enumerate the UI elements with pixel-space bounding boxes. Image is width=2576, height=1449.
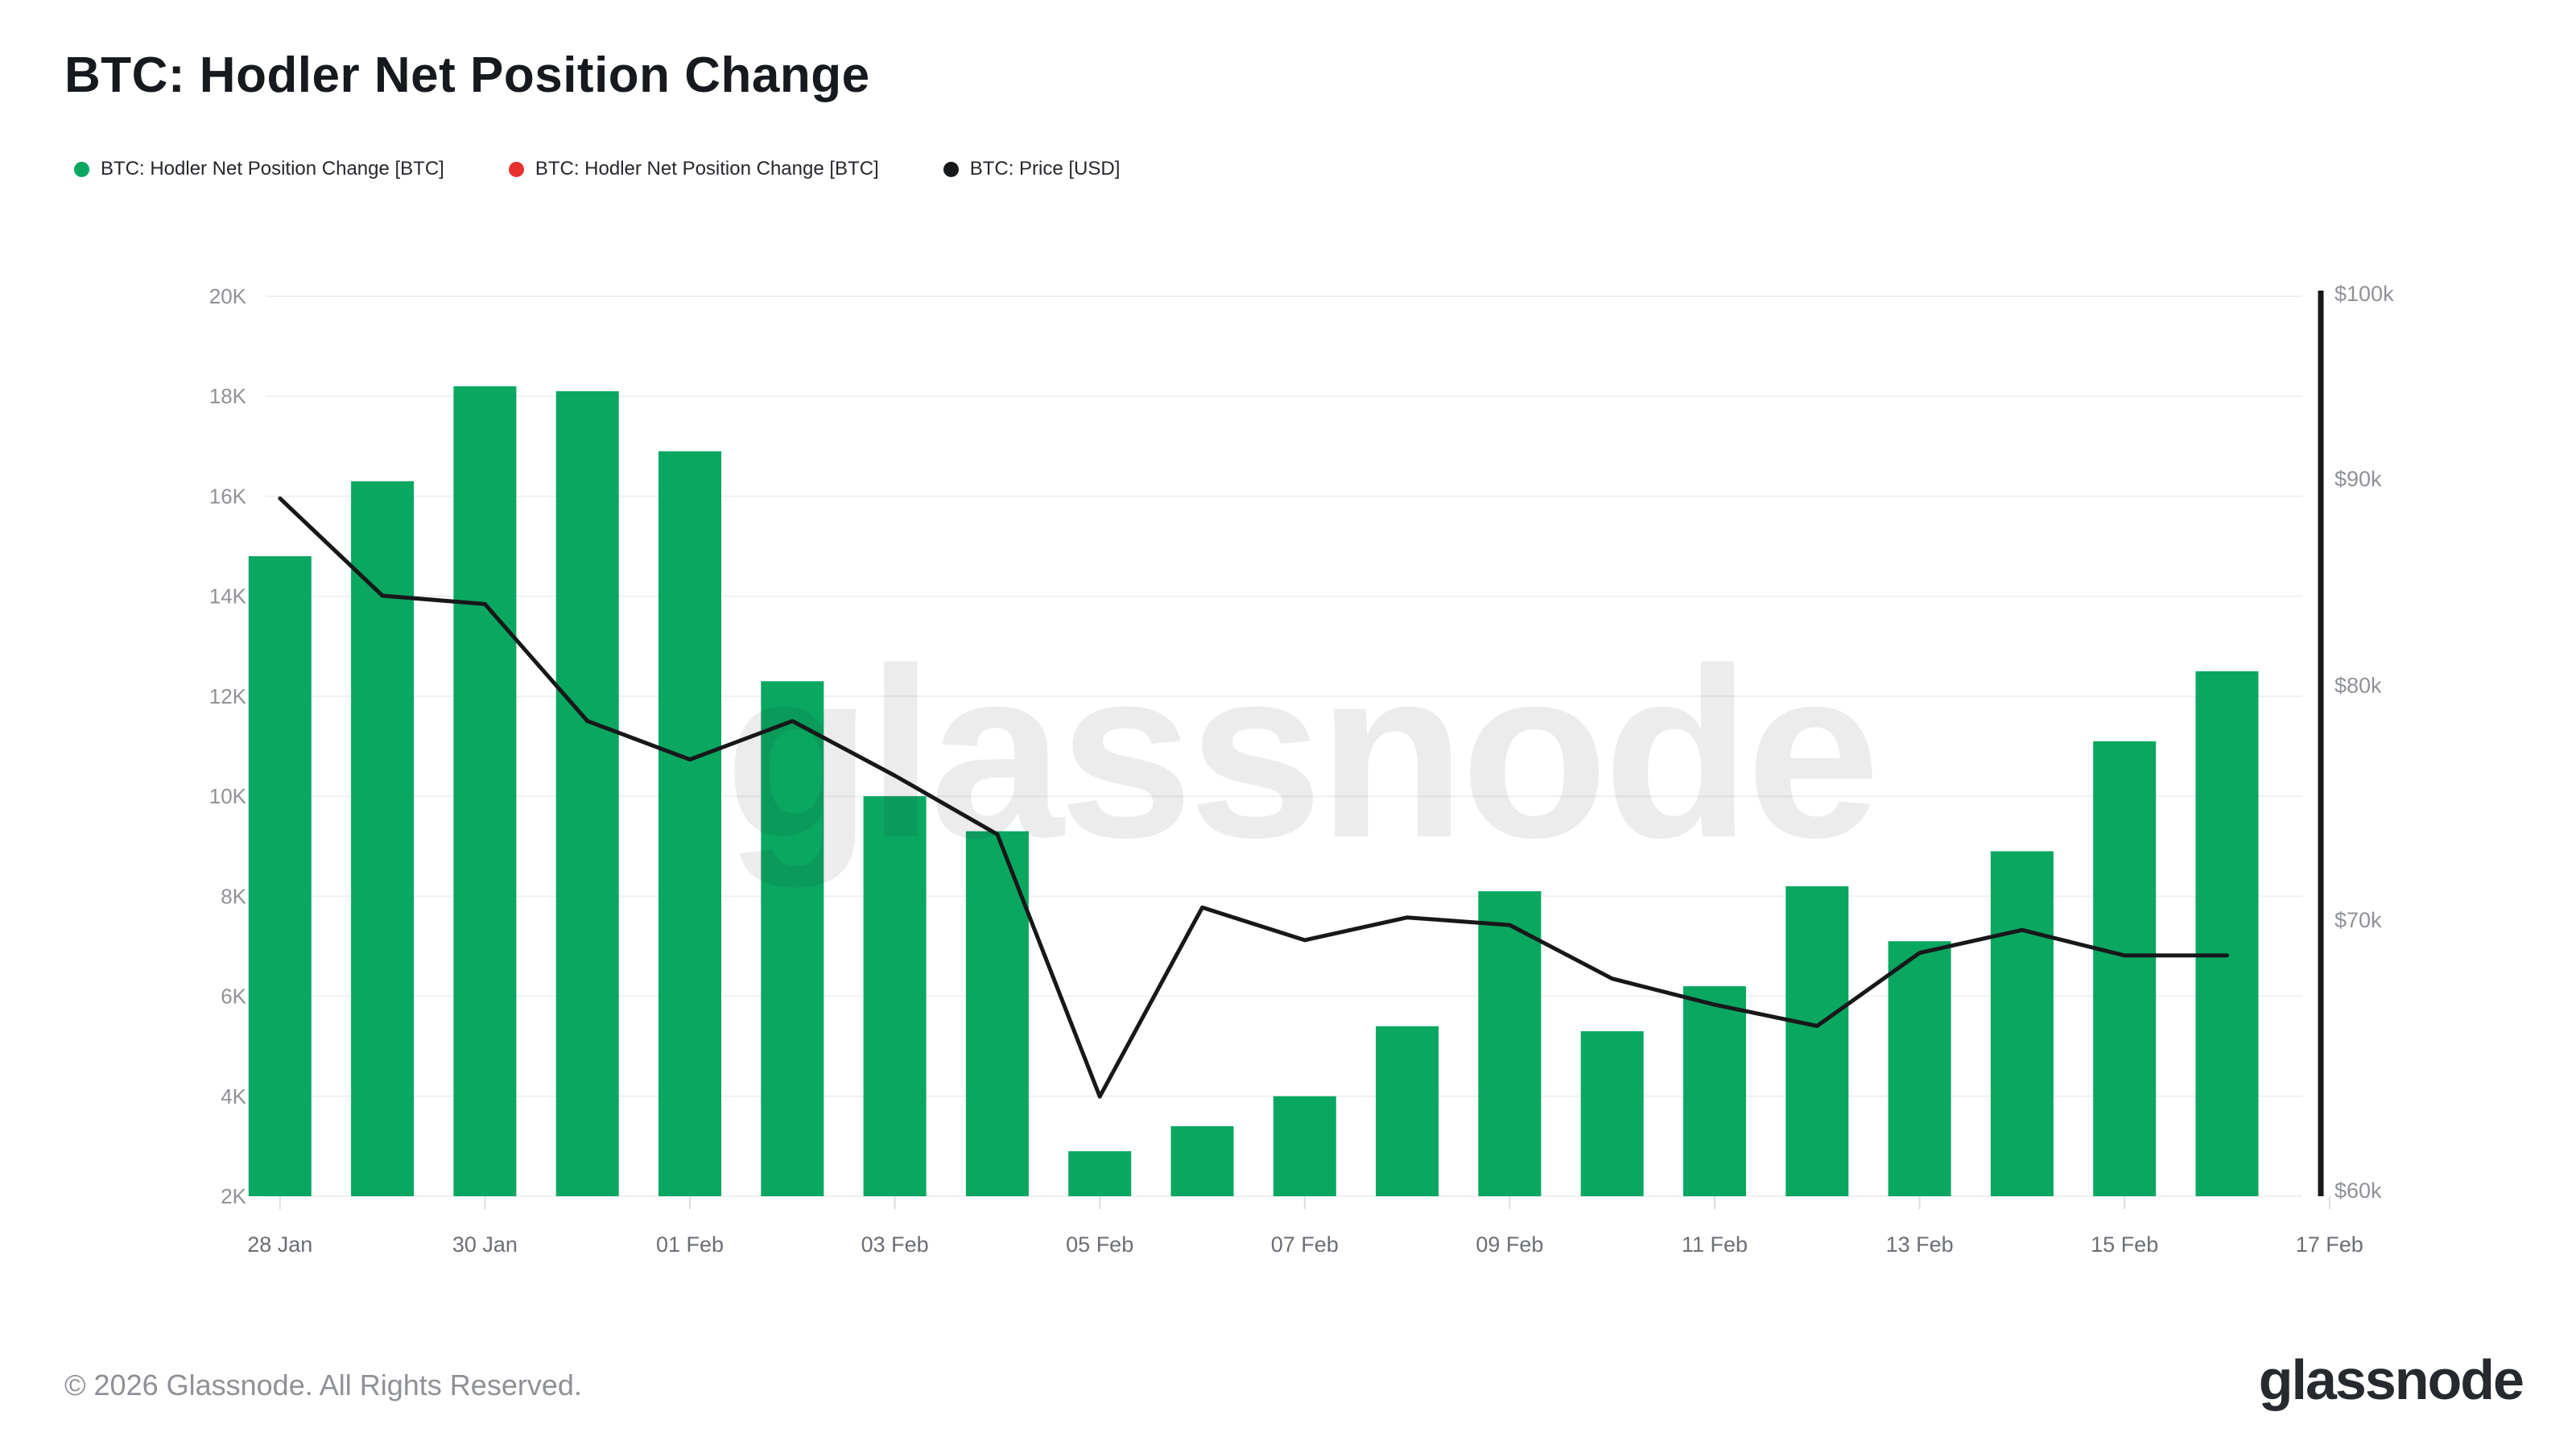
hodler-net-position-bar[interactable] bbox=[1273, 1096, 1336, 1196]
hodler-net-position-bar[interactable] bbox=[248, 555, 312, 1196]
legend-item-price[interactable]: BTC: Price [USD] bbox=[943, 158, 1121, 180]
x-axis-tick-label: 17 Feb bbox=[2296, 1232, 2363, 1257]
price-line bbox=[278, 496, 2229, 1099]
right-axis-tick-label: $100k bbox=[2334, 282, 2394, 306]
left-axis-tick-label: 8K bbox=[221, 884, 246, 908]
hodler-net-position-bar[interactable] bbox=[1376, 1026, 1439, 1196]
legend-item-hodler-positive[interactable]: BTC: Hodler Net Position Change [BTC] bbox=[74, 158, 444, 180]
hodler-net-position-bar[interactable] bbox=[1478, 891, 1542, 1196]
x-axis-tick-label: 30 Jan bbox=[452, 1232, 518, 1257]
hodler-net-position-bar[interactable] bbox=[761, 681, 824, 1196]
page-title: BTC: Hodler Net Position Change bbox=[64, 47, 870, 103]
chart-legend: BTC: Hodler Net Position Change [BTC] BT… bbox=[74, 158, 1120, 180]
left-axis-tick-label: 4K bbox=[221, 1084, 246, 1108]
x-axis-tick-label: 03 Feb bbox=[861, 1232, 929, 1257]
glassnode-logo: glassnode bbox=[2258, 1348, 2524, 1411]
hodler-net-position-bar[interactable] bbox=[453, 386, 517, 1196]
hodler-net-position-bar[interactable] bbox=[1990, 851, 2054, 1196]
hodler-net-position-bar[interactable] bbox=[1785, 886, 1849, 1196]
left-axis-tick-label: 18K bbox=[209, 384, 247, 408]
black-dot-icon bbox=[943, 161, 959, 177]
x-axis-tick-label: 07 Feb bbox=[1271, 1232, 1339, 1257]
left-axis-tick-label: 10K bbox=[209, 784, 247, 808]
hodler-net-position-bar[interactable] bbox=[658, 451, 721, 1196]
left-axis-tick-label: 12K bbox=[209, 684, 247, 708]
red-dot-icon bbox=[508, 161, 524, 177]
left-axis-tick-label: 16K bbox=[209, 484, 247, 508]
legend-item-hodler-negative[interactable]: BTC: Hodler Net Position Change [BTC] bbox=[508, 158, 879, 180]
x-axis-tick-label: 05 Feb bbox=[1066, 1232, 1133, 1257]
x-axis-tick-label: 11 Feb bbox=[1682, 1232, 1748, 1257]
hodler-net-position-bar[interactable] bbox=[1683, 986, 1746, 1196]
hodler-net-position-bar[interactable] bbox=[555, 391, 619, 1196]
hodler-net-position-bar[interactable] bbox=[863, 796, 927, 1196]
right-axis-tick-label: $70k bbox=[2334, 908, 2382, 932]
hodler-net-position-bar[interactable] bbox=[2093, 741, 2157, 1196]
hodler-net-position-bar[interactable] bbox=[351, 481, 415, 1196]
x-axis-tick-label: 15 Feb bbox=[2091, 1232, 2158, 1257]
legend-item-label: BTC: Price [USD] bbox=[969, 158, 1121, 180]
legend-item-label: BTC: Hodler Net Position Change [BTC] bbox=[535, 158, 879, 180]
left-axis-tick-label: 20K bbox=[209, 284, 247, 308]
legend-item-label: BTC: Hodler Net Position Change [BTC] bbox=[101, 158, 444, 180]
left-axis-tick-label: 14K bbox=[209, 584, 247, 609]
hodler-net-position-bar[interactable] bbox=[1068, 1151, 1132, 1196]
green-dot-icon bbox=[74, 161, 89, 177]
copyright-text: © 2026 Glassnode. All Rights Reserved. bbox=[64, 1368, 582, 1402]
right-axis-tick-label: $90k bbox=[2334, 467, 2382, 491]
hodler-net-position-bar[interactable] bbox=[1170, 1126, 1234, 1196]
x-axis-tick-label: 13 Feb bbox=[1886, 1232, 1954, 1257]
hodler-net-position-bar[interactable] bbox=[1580, 1031, 1644, 1196]
hodler-net-position-bar[interactable] bbox=[1888, 941, 1951, 1196]
x-axis-tick-label: 01 Feb bbox=[656, 1232, 724, 1257]
hodler-net-position-bar[interactable] bbox=[2195, 671, 2259, 1196]
left-axis-tick-label: 6K bbox=[221, 985, 246, 1009]
right-axis-tick-label: $80k bbox=[2334, 674, 2382, 698]
left-axis-tick-label: 2K bbox=[221, 1184, 246, 1208]
x-axis-tick-label: 28 Jan bbox=[247, 1232, 312, 1257]
right-axis-tick-label: $60k bbox=[2334, 1179, 2382, 1203]
x-axis-tick-label: 09 Feb bbox=[1476, 1232, 1543, 1257]
